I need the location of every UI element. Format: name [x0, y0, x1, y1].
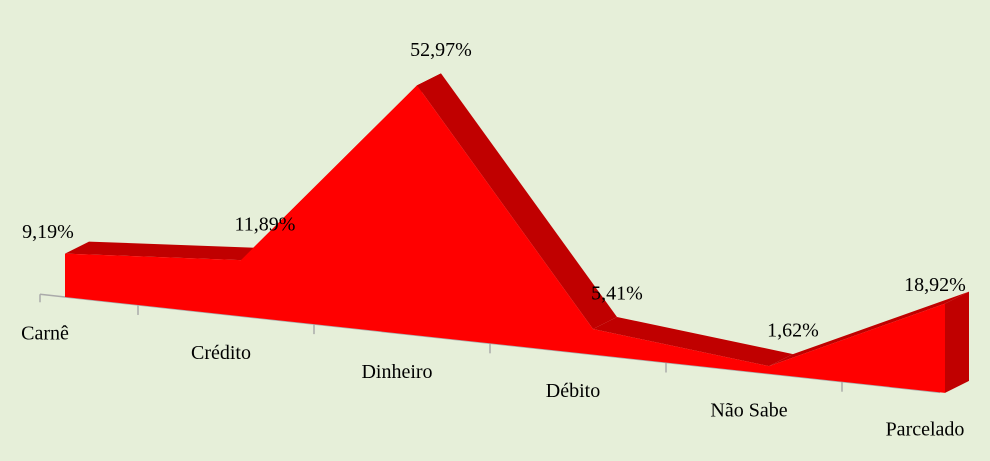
area-top [769, 291, 969, 367]
x-tick-label: Carnê [21, 323, 69, 345]
x-tick-label: Débito [546, 380, 600, 402]
area-top [417, 73, 617, 330]
area-side [945, 291, 969, 393]
area-top [65, 241, 265, 261]
x-tick-label: Dinheiro [361, 361, 432, 383]
x-tick-label: Crédito [191, 342, 251, 364]
area-top [593, 317, 793, 367]
x-tick-label: Não Sabe [710, 399, 787, 421]
x-tick-label: Parcelado [886, 419, 965, 441]
area [65, 85, 945, 393]
data-label: 11,89% [235, 214, 296, 236]
data-label: 5,41% [591, 283, 643, 305]
data-label: 18,92% [904, 274, 966, 296]
data-label: 52,97% [410, 39, 472, 61]
data-label: 9,19% [22, 221, 74, 243]
data-label: 1,62% [767, 320, 819, 342]
